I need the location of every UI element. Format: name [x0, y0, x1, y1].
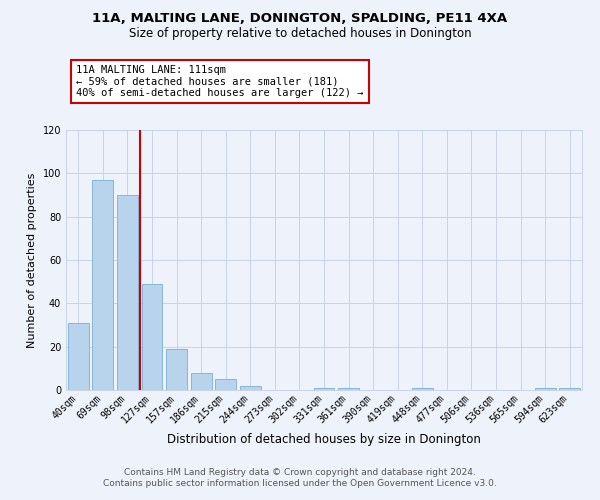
Bar [191, 372, 212, 390]
X-axis label: Distribution of detached houses by size in Donington: Distribution of detached houses by size … [167, 433, 481, 446]
Bar [338, 388, 359, 390]
Bar [535, 388, 556, 390]
Bar [68, 323, 89, 390]
Text: Contains HM Land Registry data © Crown copyright and database right 2024.
Contai: Contains HM Land Registry data © Crown c… [103, 468, 497, 487]
Text: Size of property relative to detached houses in Donington: Size of property relative to detached ho… [128, 28, 472, 40]
Bar [412, 388, 433, 390]
Text: 11A, MALTING LANE, DONINGTON, SPALDING, PE11 4XA: 11A, MALTING LANE, DONINGTON, SPALDING, … [92, 12, 508, 26]
Bar [92, 180, 113, 390]
Bar [142, 284, 163, 390]
Bar [117, 195, 138, 390]
Bar [166, 349, 187, 390]
Y-axis label: Number of detached properties: Number of detached properties [27, 172, 37, 348]
Bar [240, 386, 261, 390]
Bar [215, 379, 236, 390]
Bar [314, 388, 334, 390]
Text: 11A MALTING LANE: 111sqm
← 59% of detached houses are smaller (181)
40% of semi-: 11A MALTING LANE: 111sqm ← 59% of detach… [76, 65, 364, 98]
Bar [559, 388, 580, 390]
